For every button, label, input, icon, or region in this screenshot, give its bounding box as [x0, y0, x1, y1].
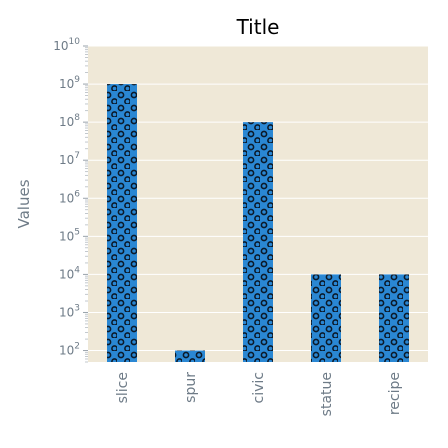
y-axis-ticks: 102 103 104 105 106 107 108 109 1010: [53, 37, 88, 363]
y-tick-label: 107: [59, 151, 80, 167]
x-tick-label: spur: [183, 372, 199, 403]
y-tick-label: 103: [59, 303, 80, 319]
bar-spur: [175, 350, 205, 362]
x-tick-label: recipe: [387, 372, 403, 415]
bar-slice: [107, 84, 137, 362]
bar-statue: [311, 274, 341, 362]
x-axis-labels: slice spur civic statue recipe: [115, 372, 403, 417]
bar-recipe: [379, 274, 409, 362]
y-axis-label: Values: [15, 179, 33, 228]
bars: [107, 84, 409, 362]
y-tick-label: 102: [59, 342, 80, 358]
y-tick-label: 106: [59, 189, 80, 205]
bar-civic: [243, 122, 273, 362]
x-tick-label: civic: [251, 372, 267, 403]
x-tick-label: slice: [115, 372, 131, 403]
y-tick-label: 108: [59, 113, 80, 129]
y-tick-label: 1010: [53, 37, 80, 53]
y-tick-label: 104: [59, 265, 80, 281]
chart-title: Title: [236, 15, 280, 39]
y-tick-label: 105: [59, 227, 80, 243]
y-tick-label: 109: [59, 75, 80, 91]
x-tick-label: statue: [319, 372, 335, 416]
